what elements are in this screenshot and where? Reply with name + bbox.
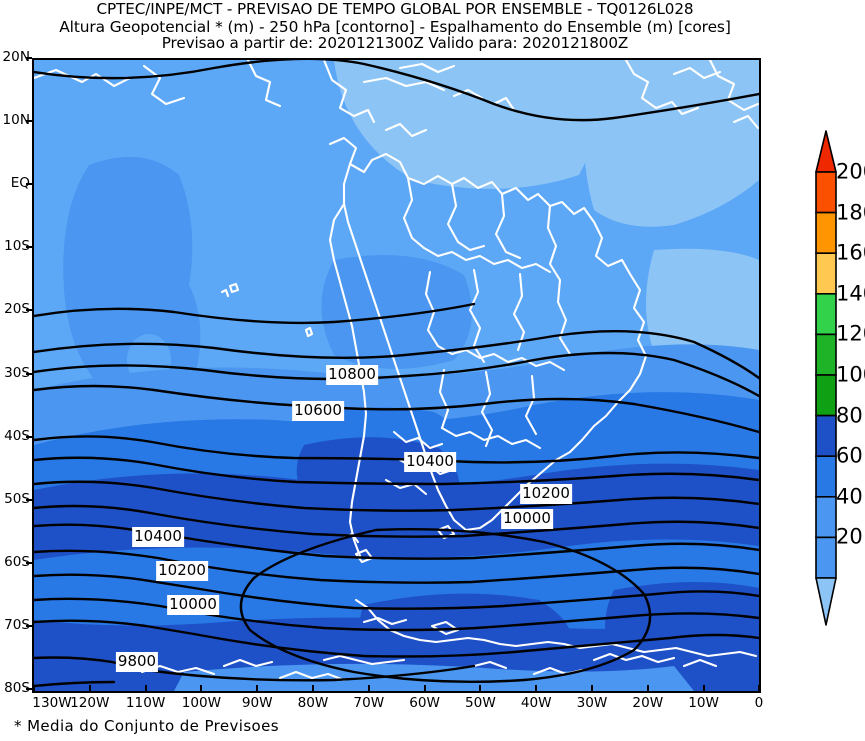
x-tick-mark [479,685,482,692]
colorbar-tick-label: 60 [836,443,863,468]
colorbar-band-20 [815,536,837,579]
colorbar-cap-top [815,130,837,173]
x-tick-mark [591,685,593,692]
colorbar-tick-label: 100 [836,362,865,387]
title-line-validity: Previsao a partir de: 2020121300Z Valido… [161,34,629,53]
x-tick-label: 50W [465,695,496,711]
y-tick-label: 20S [4,301,30,318]
fill-band-bottom-light [174,663,694,691]
x-tick-label: 110W [125,695,166,711]
x-tick-label: 90W [241,695,273,711]
x-tick-mark [758,685,760,692]
title-line-variable: Altura Geopotencial * (m) - 250 hPa [con… [59,17,731,36]
x-tick-mark [200,685,203,692]
y-tick-label: 70S [4,617,30,634]
x-tick-label: 10W [688,695,719,711]
x-axis: 130W 120W 110W 100W 90W 80W 70W 60W 50W … [32,685,763,715]
geopotential-contours [34,60,759,688]
fill-band-40-west [63,157,201,400]
y-tick-label: 10N [2,112,30,129]
colorbar-tick-label: 200 [836,159,865,184]
colorbar-band-160 [815,252,837,295]
x-tick-label: 60W [409,695,440,711]
y-tick-mark [26,120,32,123]
contour-label: 10800 [326,365,378,385]
y-tick-label: EQ [10,175,30,192]
y-tick-label: 20N [2,49,30,66]
x-tick-mark [646,685,649,692]
x-tick-mark [702,685,705,692]
x-tick-mark [144,685,147,692]
colorbar-band-120 [815,333,837,376]
colorbar-band-200 [815,171,837,214]
colorbar-band-80 [815,414,837,458]
x-tick-mark [423,685,426,692]
contour-label: 10200 [520,484,572,504]
colorbar-svg [815,130,837,626]
map-svg [34,60,759,691]
contour-label: 10000 [167,595,219,615]
y-tick-label: 60S [4,554,30,570]
title-line-agency: CPTEC/INPE/MCT - PREVISAO DE TEMPO GLOBA… [96,0,694,18]
contour-label: 9800 [115,652,159,672]
y-axis: 20N 10N EQ 10S 20S 30S 40S 50S 60S 70S 8… [0,51,32,695]
y-tick-label: 40S [4,427,30,444]
x-tick-mark [535,685,538,692]
y-tick-mark [26,498,32,501]
colorbar-tick-label: 40 [836,484,863,509]
colorbar-tick-label: 120 [836,321,865,346]
contour-label: 10400 [404,452,456,472]
colorbar-tick-label: 20 [836,524,863,549]
y-tick-mark [26,372,32,375]
y-tick-mark [26,435,32,438]
contour-label: 10400 [132,527,184,547]
footnote-text: * Media do Conjunto de Previsoes [14,717,279,735]
y-tick-mark [26,688,32,690]
colorbar-band-100 [815,374,837,417]
colorbar-band-60 [815,455,837,498]
x-tick-label: 130W [32,695,72,711]
colorbar-tick-label: 80 [836,403,863,428]
map-plot-area: 10800 10600 10400 10200 10000 10400 1020… [32,58,761,693]
x-tick-label: 30W [576,695,608,711]
fill-band-south-core-c [34,637,191,691]
y-tick-mark [26,57,32,59]
y-tick-label: 50S [4,490,30,507]
y-tick-mark [26,246,32,249]
x-tick-mark [88,685,91,692]
colorbar-band-180 [815,211,837,254]
colorbar-tick-label: 160 [836,240,865,265]
fill-band-south-core-a [360,593,573,675]
colorbar-band-40 [815,495,837,539]
x-tick-label: 70W [353,695,385,711]
colorbar: 200 180 160 140 120 100 80 60 40 20 [800,126,865,631]
y-tick-label: 30S [4,364,30,381]
colorbar-tick-label: 180 [836,200,865,225]
x-tick-mark [256,685,259,692]
contour-label: 10000 [501,509,553,529]
x-tick-label: 0 [754,695,764,711]
y-tick-mark [26,183,32,186]
x-tick-mark [367,685,370,692]
y-tick-mark [26,561,32,564]
x-tick-label: 20W [632,695,664,711]
x-tick-label: 100W [181,695,222,711]
x-tick-label: 120W [70,695,110,711]
x-tick-mark [33,685,35,692]
map-canvas: 10800 10600 10400 10200 10000 10400 1020… [34,60,759,691]
x-tick-label: 40W [520,695,552,711]
colorbar-band-140 [815,293,837,336]
y-tick-mark [26,309,32,312]
contour-label: 10600 [292,401,344,421]
y-tick-label: 80S [4,680,30,697]
contour-label: 10200 [156,561,208,581]
fill-band-low-3 [334,60,599,189]
chart-title-block: CPTEC/INPE/MCT - PREVISAO DE TEMPO GLOBA… [0,0,790,52]
x-tick-mark [312,685,314,692]
x-tick-label: 80W [297,695,329,711]
colorbar-tick-label: 140 [836,281,865,306]
colorbar-cap-bottom [815,577,837,626]
y-tick-mark [26,624,32,627]
y-tick-label: 10S [4,238,30,255]
